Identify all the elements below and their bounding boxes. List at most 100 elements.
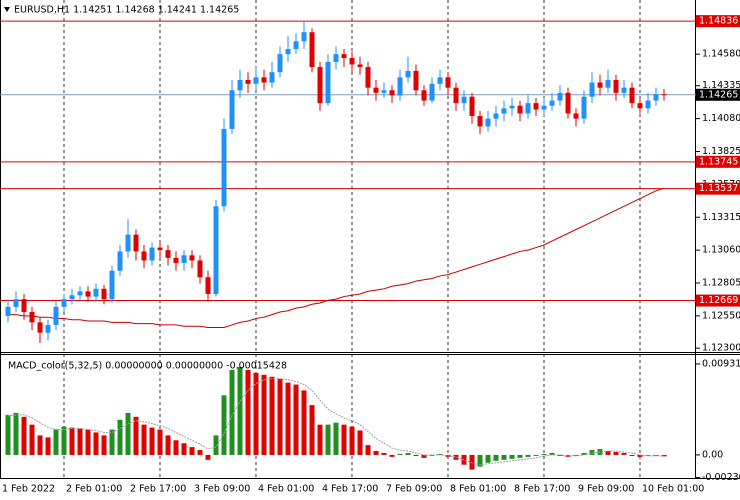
candle-body [45,324,51,333]
level-label-box [696,294,740,307]
y-tick-label: 1.12550 [702,310,740,321]
candle-body [61,299,67,307]
macd-bar [333,422,339,455]
macd-bar [229,369,235,455]
candle-body [349,58,355,65]
macd-bar [237,366,243,455]
level-label: 1.13745 [699,156,738,167]
macd-bar [173,440,179,455]
x-tick-label: 8 Feb 01:00 [450,484,506,495]
candle-body [69,295,75,300]
candle-body [605,79,611,88]
price-label-box [696,88,740,101]
y-tick-label: 0.00 [702,449,723,460]
macd-bar [381,452,387,455]
macd-bar [141,424,147,455]
macd-bar [485,454,491,463]
macd-bar [581,452,587,455]
level-label: 1.13537 [699,183,738,194]
macd-bar [397,453,403,455]
candle-body [429,83,435,101]
macd-bar [413,454,419,456]
candle-body [85,291,91,297]
macd-bar [477,454,483,467]
signal-line [7,378,664,466]
candle-body [373,87,379,93]
candle-body [213,206,219,294]
macd-bar [37,435,43,455]
candle-body [525,103,531,114]
candle-body [573,113,579,119]
moving-average [8,187,665,328]
macd-bar [77,428,83,455]
candle-body [469,96,475,117]
macd-bar [253,372,259,455]
candle-body [405,70,411,78]
candle-body [437,77,443,84]
candle-body [317,67,323,104]
macd-bar [421,454,427,458]
candle-body [629,87,635,104]
macd-bar [45,437,51,455]
x-tick-label: 7 Feb 09:00 [386,484,442,495]
candle-body [5,306,11,316]
macd-bar [317,424,323,455]
candle-body [269,72,275,83]
menu-arrow[interactable] [4,7,10,12]
candle-body [21,299,27,313]
macd-bar [205,454,211,460]
candle-body [365,67,371,88]
candle-body [397,77,403,96]
macd-bar [69,427,75,455]
candle-body [557,92,563,101]
x-tick-label: 1 Feb 2022 [2,484,55,495]
candle-body [157,247,163,251]
macd-bar [645,454,651,456]
macd-bar [493,454,499,461]
macd-bar [309,405,315,455]
candle-body [637,103,643,109]
level-label-box [696,15,740,28]
candle-body [237,79,243,91]
y-tick-label: 0.0093115 [702,358,740,369]
x-tick-label: 8 Feb 17:00 [514,484,570,495]
macd-bar [149,427,155,455]
candle-body [493,113,499,119]
candle-body [357,64,363,68]
candle-body [93,288,99,297]
macd-bar [269,376,275,455]
macd-bar [245,369,251,455]
candle-body [445,77,451,88]
y-tick-label: 1.12300 [702,343,740,354]
candle-body [301,32,307,42]
macd-bar [5,414,11,455]
macd-bar [621,452,627,455]
macd-bar [357,430,363,455]
macd-bar [13,412,19,455]
candle-body [133,234,139,252]
candle-body [165,250,171,258]
candle-body [37,322,43,333]
macd-bar [405,452,411,455]
macd-bar [213,435,219,455]
macd-bar [285,382,291,455]
macd-bar [501,454,507,460]
macd-bar [517,454,523,458]
y-tick-label: 1.14080 [702,113,740,124]
candle-body [101,288,107,300]
candle-body [197,260,203,278]
macd-bar [277,378,283,455]
y-tick-label: 1.12805 [702,278,740,289]
candle-body [381,90,387,93]
macd-bar [85,429,91,455]
macd-bar [525,454,531,457]
level-label: 1.12669 [699,295,738,306]
macd-bar [637,454,643,457]
candle-body [261,77,267,83]
x-tick-label: 3 Feb 09:00 [194,484,250,495]
candle-body [389,90,395,96]
macd-bar [197,450,203,455]
candle-body [549,100,555,106]
candle-body [653,94,659,101]
